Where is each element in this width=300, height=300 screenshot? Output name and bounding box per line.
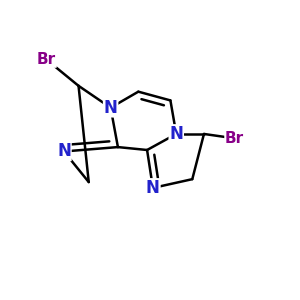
Text: N: N <box>146 179 160 197</box>
Text: N: N <box>169 125 183 143</box>
Text: Br: Br <box>37 52 56 67</box>
Text: N: N <box>104 99 118 117</box>
Text: Br: Br <box>225 131 244 146</box>
Text: N: N <box>57 142 71 160</box>
